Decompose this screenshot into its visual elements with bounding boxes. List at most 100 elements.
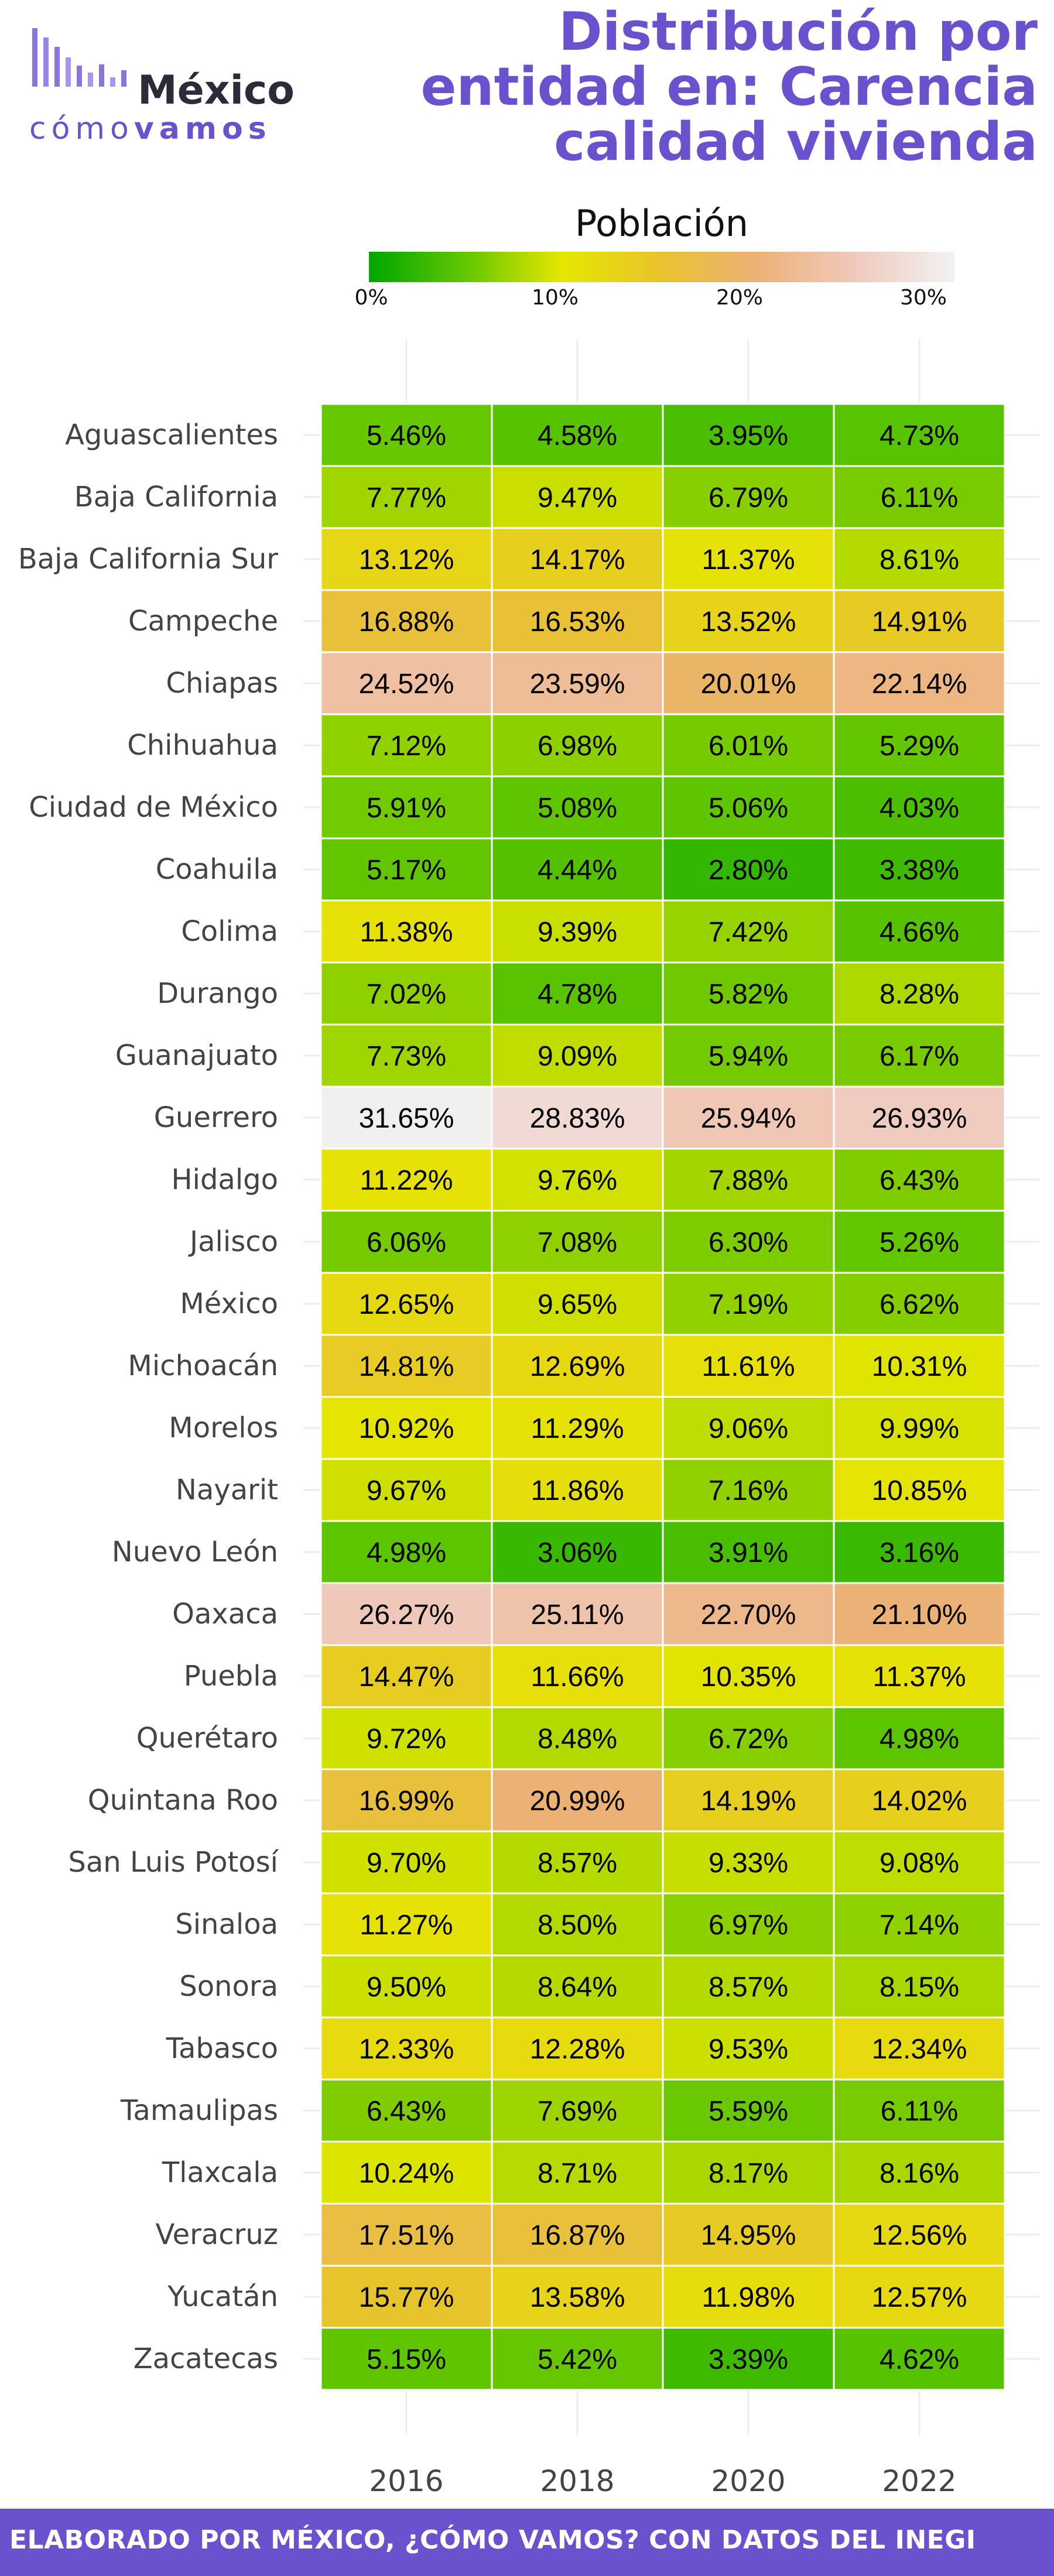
- cell-value-label: 6.72%: [709, 1724, 788, 1755]
- cell-value-label: 4.03%: [880, 793, 959, 824]
- cell-value-label: 10.35%: [701, 1662, 796, 1693]
- y-tick-label-state: Tamaulipas: [120, 2094, 278, 2127]
- heatmap-cell: [491, 589, 664, 653]
- heatmap-cell: [320, 961, 493, 1026]
- cell-value-label: 3.95%: [709, 420, 788, 451]
- cell-value-label: 14.17%: [530, 544, 625, 576]
- y-tick-label-state: Tabasco: [166, 2032, 278, 2065]
- y-tick-label-state: México: [180, 1287, 278, 1320]
- heatmap-cell: [320, 2327, 493, 2391]
- heatmap-cell: [320, 527, 493, 591]
- heatmap-cell: [662, 1023, 835, 1088]
- cell-value-label: 10.92%: [359, 1413, 454, 1444]
- heatmap-cell: [320, 1272, 493, 1336]
- heatmap-cell: [320, 465, 493, 529]
- cell-value-label: 9.47%: [538, 482, 617, 513]
- heatmap-cell: [833, 961, 1006, 1026]
- cell-value-label: 13.12%: [359, 544, 454, 576]
- cell-value-label: 9.09%: [538, 1041, 617, 1072]
- cell-value-label: 7.19%: [709, 1289, 788, 1320]
- cell-value-label: 16.87%: [530, 2220, 625, 2251]
- cell-value-label: 16.99%: [359, 1786, 454, 1817]
- cell-value-label: 22.70%: [701, 1599, 796, 1630]
- cell-value-label: 4.78%: [538, 979, 617, 1010]
- cell-value-label: 4.62%: [880, 2344, 959, 2375]
- cell-value-label: 6.11%: [881, 2096, 959, 2127]
- heatmap-cell: [662, 2016, 835, 2081]
- y-tick-label-state: Aguascalientes: [65, 419, 278, 451]
- x-tick-label-year: 2022: [882, 2464, 956, 2498]
- cell-value-label: 6.30%: [709, 1227, 788, 1258]
- cell-value-label: 6.97%: [709, 1910, 788, 1941]
- heatmap-cell: [662, 837, 835, 902]
- legend-tick-10: 10%: [531, 286, 579, 310]
- heatmap-cell: [320, 2016, 493, 2081]
- x-tick-label-year: 2016: [369, 2464, 443, 2498]
- x-tick-label-year: 2018: [540, 2464, 614, 2498]
- cell-value-label: 5.26%: [880, 1227, 959, 1258]
- y-tick-label-state: Nuevo León: [112, 1536, 278, 1568]
- cell-value-label: 9.53%: [709, 2034, 788, 2065]
- heatmap-cell: [833, 527, 1006, 591]
- cell-value-label: 9.06%: [709, 1413, 788, 1444]
- cell-value-label: 3.38%: [880, 855, 959, 886]
- heatmap-cell: [833, 2140, 1006, 2205]
- cell-value-label: 11.66%: [531, 1662, 624, 1693]
- cell-value-label: 6.43%: [367, 2096, 446, 2127]
- y-tick-label-state: Michoacán: [128, 1349, 278, 1382]
- cell-value-label: 11.86%: [531, 1475, 624, 1506]
- y-tick-label-state: Guanajuato: [115, 1039, 278, 1072]
- y-tick-label-state: Veracruz: [155, 2218, 278, 2251]
- heatmap-cell: [833, 1147, 1006, 1212]
- y-tick-label-state: Guerrero: [154, 1101, 278, 1134]
- heatmap-cell: [320, 837, 493, 902]
- heatmap-cell: [833, 403, 1006, 467]
- cell-value-label: 6.01%: [709, 731, 788, 762]
- heatmap-cell: [833, 589, 1006, 653]
- y-tick-label-state: Hidalgo: [172, 1163, 278, 1196]
- heatmap-cell: [491, 713, 664, 777]
- cell-value-label: 5.29%: [880, 731, 959, 762]
- heatmap-cell: [833, 1768, 1006, 1832]
- heatmap-cell: [491, 1954, 664, 2019]
- y-tick-label-state: Puebla: [184, 1660, 278, 1693]
- cell-value-label: 3.16%: [880, 1537, 959, 1568]
- cell-value-label: 4.73%: [880, 420, 959, 451]
- heatmap-cell: [833, 2078, 1006, 2143]
- heatmap-cell: [833, 1520, 1006, 1584]
- cell-value-label: 5.46%: [367, 420, 446, 451]
- cell-value-label: 14.95%: [701, 2220, 796, 2251]
- heatmap-cell: [833, 1272, 1006, 1336]
- cell-value-label: 5.94%: [709, 1041, 788, 1072]
- cell-value-label: 21.10%: [872, 1599, 967, 1630]
- mexico-como-vamos-logo: México cómovamos: [29, 23, 310, 146]
- cell-value-label: 6.98%: [538, 731, 617, 762]
- cell-value-label: 9.39%: [538, 917, 617, 948]
- cell-value-label: 9.99%: [880, 1413, 959, 1444]
- cell-value-label: 9.72%: [367, 1724, 446, 1755]
- cell-value-label: 6.06%: [367, 1227, 446, 1258]
- logo-bars-icon: [32, 28, 126, 87]
- cell-value-label: 7.77%: [367, 482, 446, 513]
- heatmap-cell: [491, 465, 664, 529]
- cell-value-label: 11.98%: [701, 2282, 795, 2313]
- heatmap-cell: [833, 775, 1006, 840]
- cell-value-label: 4.98%: [880, 1724, 959, 1755]
- cell-value-label: 9.50%: [367, 1972, 446, 2003]
- y-tick-label-state: Querétaro: [136, 1722, 278, 1755]
- heatmap-cell: [320, 1023, 493, 1088]
- heatmap-cell: [320, 1334, 493, 1398]
- cell-value-label: 7.08%: [538, 1227, 617, 1258]
- cell-value-label: 6.43%: [880, 1165, 959, 1196]
- cell-value-label: 8.16%: [880, 2158, 959, 2189]
- heatmap-cell: [833, 1582, 1006, 1646]
- cell-value-label: 12.65%: [359, 1289, 454, 1320]
- heatmap-cell: [833, 899, 1006, 964]
- heatmap-cell: [491, 651, 664, 715]
- heatmap-cell: [320, 1892, 493, 1957]
- cell-value-label: 7.69%: [538, 2096, 617, 2127]
- heatmap-cell: [491, 527, 664, 591]
- cell-value-label: 20.01%: [701, 669, 796, 700]
- cell-value-label: 8.57%: [538, 1848, 617, 1879]
- heatmap-cell: [662, 1085, 835, 1150]
